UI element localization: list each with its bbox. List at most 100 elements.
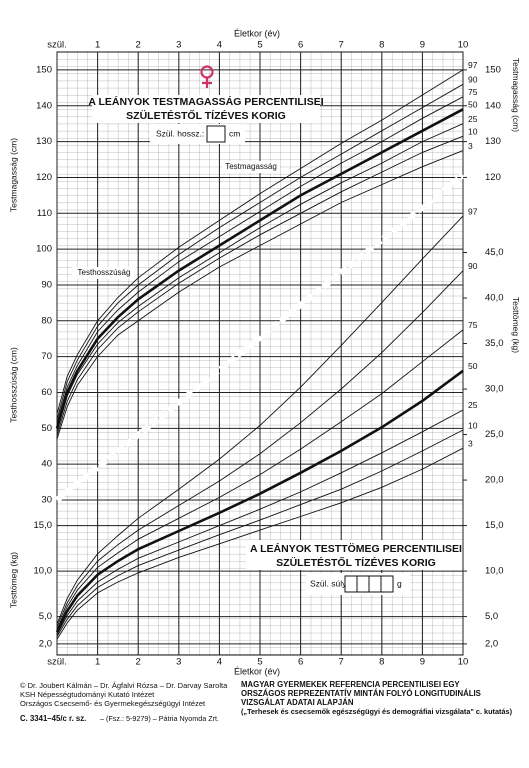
female-symbol	[200, 65, 214, 88]
y-tick-label: 25,0	[485, 429, 504, 440]
footer-printer: – (Fsz.: 5-9279) – Pátria Nyomda Zrt.	[100, 714, 219, 723]
footer-code: C. 3341–45/c r. sz.	[20, 714, 86, 723]
y-axis-title: Testmagasság (cm)	[511, 58, 521, 132]
annotation: Testhosszúság	[78, 268, 131, 277]
x-tick-label: 10	[458, 40, 469, 51]
curve-label: 75	[468, 87, 478, 97]
curve-label: 50	[468, 361, 478, 371]
y-tick-label: 15,0	[485, 520, 504, 531]
curve-label: 10	[468, 420, 478, 430]
percentile-curve	[56, 329, 464, 630]
footer-text: ORSZÁGOS REPREZENTATÍV MINTÁN FOLYÓ LONG…	[241, 689, 481, 698]
curve-label: 90	[468, 261, 478, 271]
y-tick-label: 2,0	[485, 638, 498, 649]
x-tick-label: 1	[95, 40, 100, 51]
y-tick-label: 30	[41, 495, 52, 506]
curve-label: 3	[468, 438, 473, 448]
y-tick-label: 70	[41, 351, 52, 362]
curve-label: 75	[468, 320, 478, 330]
x-tick-label: 6	[298, 657, 303, 668]
separator	[55, 172, 465, 503]
x-tick-label: 4	[217, 657, 222, 668]
chart-title: SZÜLETÉSTŐL TÍZÉVES KORIG	[126, 109, 286, 122]
x-tick-label: 9	[420, 40, 425, 51]
y-tick-label: 30,0	[485, 384, 504, 395]
percentile-curve	[56, 150, 464, 440]
percentile-curve	[56, 123, 464, 433]
curve-label: 97	[468, 60, 478, 70]
y-tick-label: 15,0	[34, 520, 53, 531]
percentile-curve	[56, 135, 464, 436]
title-box	[92, 95, 320, 123]
curve-label: 3	[468, 141, 473, 151]
percentile-curve	[56, 83, 464, 420]
grid	[56, 52, 464, 655]
curves	[55, 69, 464, 640]
input-box	[206, 125, 226, 143]
y-tick-label: 5,0	[39, 611, 52, 622]
chart-title: A LEÁNYOK TESTMAGASSÁG PERCENTILISEI	[88, 95, 323, 108]
x-axis-title: Életkor (év)	[234, 666, 280, 676]
y-tick-label: 150	[36, 64, 52, 75]
y-tick-label: 45,0	[485, 247, 504, 258]
annotation-bg	[222, 161, 280, 173]
field-label: Szül. súly:	[310, 578, 349, 588]
y-tick-label: 40,0	[485, 293, 504, 304]
y-tick-label: 130	[36, 136, 52, 147]
x-tick-label: 4	[217, 40, 222, 51]
y-tick-label: 110	[37, 208, 52, 219]
field-unit: cm	[229, 128, 240, 138]
percentile-curve	[56, 69, 464, 415]
x-tick-label: 6	[298, 40, 303, 51]
y-tick-label: 5,0	[485, 611, 498, 622]
y-tick-label: 10,0	[485, 566, 504, 577]
footer-text: © Dr. Joubert Kálmán – Dr. Ágfalvi Rózsa…	[20, 681, 228, 690]
y-tick-label: 80	[41, 315, 52, 326]
x-tick-label: 5	[257, 40, 262, 51]
curve-label: 90	[468, 75, 478, 85]
chart-title: SZÜLETÉSTŐL TÍZÉVES KORIG	[276, 556, 436, 569]
title-box	[246, 540, 462, 570]
x-tick-label: 3	[176, 40, 181, 51]
x-tick-label: szül.	[47, 657, 67, 668]
field-unit: g	[397, 578, 402, 588]
y-axis-title: Testmagasság (cm)	[8, 138, 18, 212]
x-tick-label: 7	[339, 657, 344, 668]
y-axis-title: Testtömeg (kg)	[8, 552, 18, 608]
x-tick-label: szül.	[47, 40, 67, 51]
y-tick-label: 120	[485, 172, 501, 183]
field-label: Szül. hossz.:	[156, 128, 204, 138]
y-axis-title: Testhosszúság (cm)	[8, 347, 18, 423]
footer-text: KSH Népességtudományi Kutató Intézet	[20, 690, 155, 699]
curve-label: 10	[468, 126, 478, 136]
curve-label: 97	[468, 206, 478, 216]
y-tick-label: 140	[485, 100, 501, 111]
percentile-curve	[56, 96, 464, 424]
y-tick-label: 35,0	[485, 338, 504, 349]
curve-label: 25	[468, 400, 478, 410]
x-tick-label: 2	[136, 40, 141, 51]
x-tick-label: 1	[95, 657, 100, 668]
y-tick-label: 50	[41, 423, 52, 434]
y-tick-label: 100	[36, 244, 52, 255]
chart-title: A LEÁNYOK TESTTÖMEG PERCENTILISEI	[250, 542, 462, 555]
x-tick-label: 2	[136, 657, 141, 668]
y-tick-label: 40	[41, 459, 52, 470]
annotation-bg	[72, 267, 136, 279]
x-tick-label: 10	[458, 657, 469, 668]
percentile-curve	[56, 447, 464, 640]
y-tick-label: 130	[485, 136, 501, 147]
footer-text: Országos Csecsemő- és Gyermekegészségügy…	[20, 699, 206, 708]
input-boxes	[344, 575, 394, 593]
y-tick-label: 150	[485, 64, 501, 75]
percentile-curve	[55, 369, 464, 633]
y-tick-label: 90	[41, 279, 52, 290]
x-tick-label: 7	[339, 40, 344, 51]
y-tick-label: 2,0	[39, 638, 52, 649]
footer-text: („Terhesek és csecsemők egészségügyi és …	[241, 707, 513, 716]
x-axis-title: Életkor (év)	[234, 28, 280, 38]
percentile-curve	[56, 215, 464, 625]
x-tick-label: 5	[257, 657, 262, 668]
curve-label: 50	[468, 100, 478, 110]
